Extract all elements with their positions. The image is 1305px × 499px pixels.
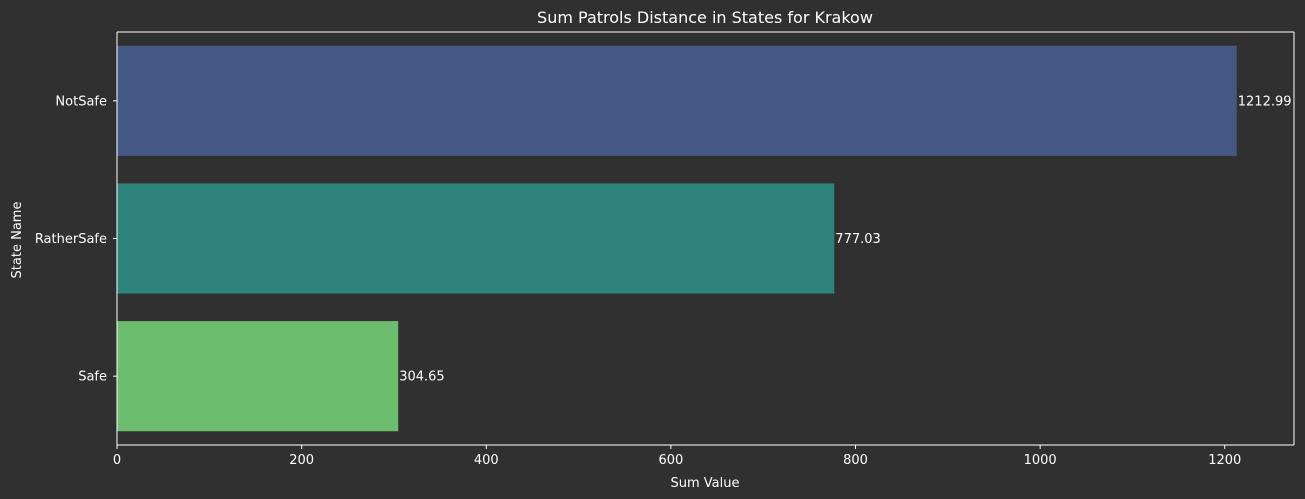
x-axis-label: Sum Value: [671, 476, 740, 491]
x-tick-label: 0: [113, 453, 121, 468]
bars-group: [117, 45, 1237, 432]
x-tick-label: 200: [289, 453, 314, 468]
x-tick-label: 400: [474, 453, 499, 468]
y-tick-label: RatherSafe: [35, 232, 107, 247]
value-labels-group: 1212.99 777.03 304.65: [399, 94, 1291, 384]
bar-rathersafe: [117, 183, 835, 294]
y-axis-label: State Name: [10, 202, 25, 279]
value-label-notsafe: 1212.99: [1238, 94, 1292, 109]
ticks-group: NotSafe RatherSafe Safe 0 200 400 600 800 1000 12…: [35, 94, 1241, 468]
y-tick-label: Safe: [78, 370, 107, 385]
y-tick-label: NotSafe: [55, 94, 107, 109]
chart-title: Sum Patrols Distance in States for Krako…: [537, 8, 873, 27]
value-label-rathersafe: 777.03: [835, 232, 881, 247]
value-label-safe: 304.65: [399, 370, 445, 385]
x-tick-label: 600: [658, 453, 683, 468]
bar-notsafe: [117, 45, 1237, 156]
x-tick-label: 1200: [1208, 453, 1241, 468]
x-tick-label: 1000: [1024, 453, 1057, 468]
x-tick-label: 800: [843, 453, 868, 468]
bar-safe: [117, 321, 399, 432]
